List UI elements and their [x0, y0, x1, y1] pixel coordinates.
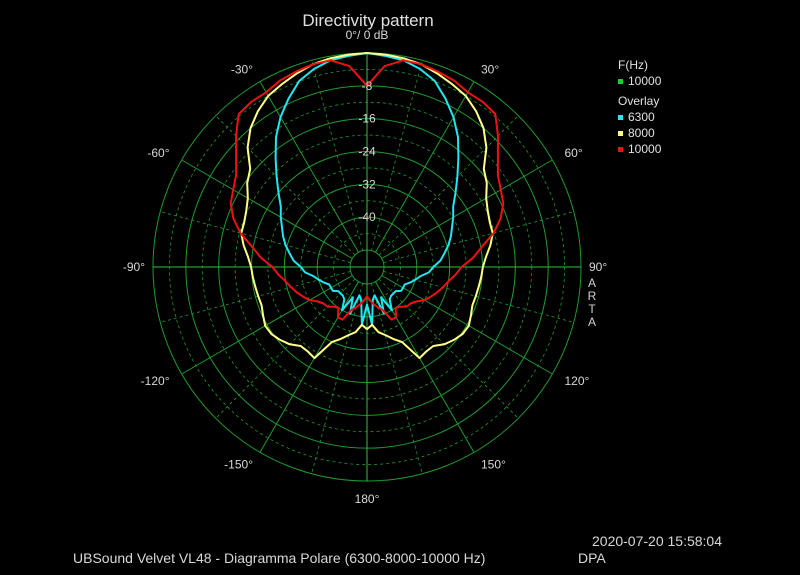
legend-current-entry: 10000	[618, 73, 661, 89]
grid-spoke	[381, 159, 553, 259]
grid-spoke-minor	[160, 211, 351, 263]
brand-letter: T	[588, 302, 596, 316]
grid-spoke-minor	[371, 283, 423, 474]
brand-letter: A	[587, 276, 596, 290]
radial-tick-label: -8	[362, 79, 373, 93]
radial-tick-label: -24	[358, 145, 376, 159]
angle-tick-label: 120°	[565, 374, 590, 388]
legend: F(Hz) 10000 Overlay 6300 8000 10000	[618, 57, 661, 157]
angle-tick-label: 60°	[565, 146, 583, 160]
grid-spoke-minor	[378, 278, 519, 419]
grid-spoke-minor	[160, 271, 351, 323]
grid-spoke	[375, 81, 475, 253]
polar-labels: 0°/ 0 dB -8 -16 -24 -32 -40 -30° 30° -60° 60° -90°…	[123, 28, 608, 506]
polar-curves	[229, 52, 505, 360]
timestamp: 2020-07-20 15:58:04	[592, 533, 722, 549]
legend-swatch	[618, 146, 623, 152]
radial-tick-label: -32	[358, 177, 376, 191]
angle-tick-label: 90°	[589, 260, 607, 274]
grid-spoke	[259, 81, 359, 253]
series-curve-10000	[229, 59, 505, 321]
legend-overlay-entry: 6300	[618, 109, 661, 125]
angle-tick-label: -150°	[224, 458, 253, 472]
angle-tick-label: -30°	[231, 63, 253, 77]
grid-spoke-minor	[215, 115, 356, 256]
chart-title: Directivity pattern	[302, 11, 434, 30]
grid-spoke-minor	[311, 283, 363, 474]
legend-label: 10000	[628, 142, 662, 156]
company-label: DPA	[578, 550, 606, 566]
legend-label: 6300	[628, 110, 655, 124]
caption: UBSound Velvet VL48 - Diagramma Polare (…	[73, 550, 486, 566]
grid-spoke-minor	[383, 211, 574, 263]
grid-spoke-minor	[311, 60, 363, 251]
legend-swatch	[618, 114, 623, 120]
grid-spoke	[381, 275, 553, 375]
grid-spoke-minor	[371, 60, 423, 251]
series-curve-8000	[240, 52, 494, 360]
radial-tick-label: -40	[358, 210, 376, 224]
brand-letter: A	[587, 315, 596, 329]
legend-current-heading: F(Hz)	[618, 58, 648, 72]
angle-tick-label: 30°	[481, 63, 499, 77]
angle-tick-label: 180°	[355, 492, 380, 506]
angle-tick-label: 150°	[481, 458, 506, 472]
angle-tick-label: -90°	[123, 260, 145, 274]
legend-overlay-heading: Overlay	[618, 94, 660, 108]
legend-swatch	[618, 130, 623, 136]
grid-spoke-minor	[378, 115, 519, 256]
grid-spoke	[181, 159, 353, 259]
legend-label: 8000	[628, 126, 655, 140]
radial-tick-label: -16	[358, 112, 376, 126]
radial-tick-label: 0°/ 0 dB	[346, 28, 389, 42]
legend-label: 10000	[628, 74, 662, 88]
legend-overlay-entry: 10000	[618, 141, 661, 157]
legend-overlay-entry: 8000	[618, 125, 661, 141]
brand-letter: R	[587, 289, 597, 303]
grid-spoke-minor	[215, 278, 356, 419]
angle-tick-label: -60°	[147, 146, 169, 160]
legend-swatch	[618, 78, 623, 84]
angle-tick-label: -120°	[141, 374, 170, 388]
grid-spoke	[181, 275, 353, 375]
grid-spoke-minor	[383, 271, 574, 323]
